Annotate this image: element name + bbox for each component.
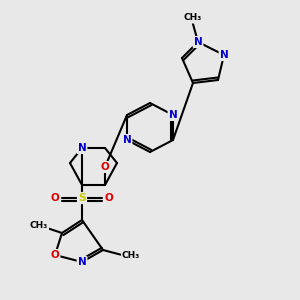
- Text: N: N: [220, 50, 228, 60]
- Text: CH₃: CH₃: [30, 220, 48, 230]
- Text: N: N: [78, 257, 86, 267]
- Text: N: N: [78, 143, 86, 153]
- Text: CH₃: CH₃: [184, 14, 202, 22]
- Text: N: N: [194, 37, 202, 47]
- Text: O: O: [51, 250, 59, 260]
- Text: N: N: [169, 110, 177, 120]
- Text: O: O: [105, 193, 113, 203]
- Text: O: O: [51, 193, 59, 203]
- Text: CH₃: CH₃: [122, 250, 140, 260]
- Text: S: S: [78, 193, 86, 203]
- Text: O: O: [100, 162, 109, 172]
- Text: N: N: [123, 135, 131, 145]
